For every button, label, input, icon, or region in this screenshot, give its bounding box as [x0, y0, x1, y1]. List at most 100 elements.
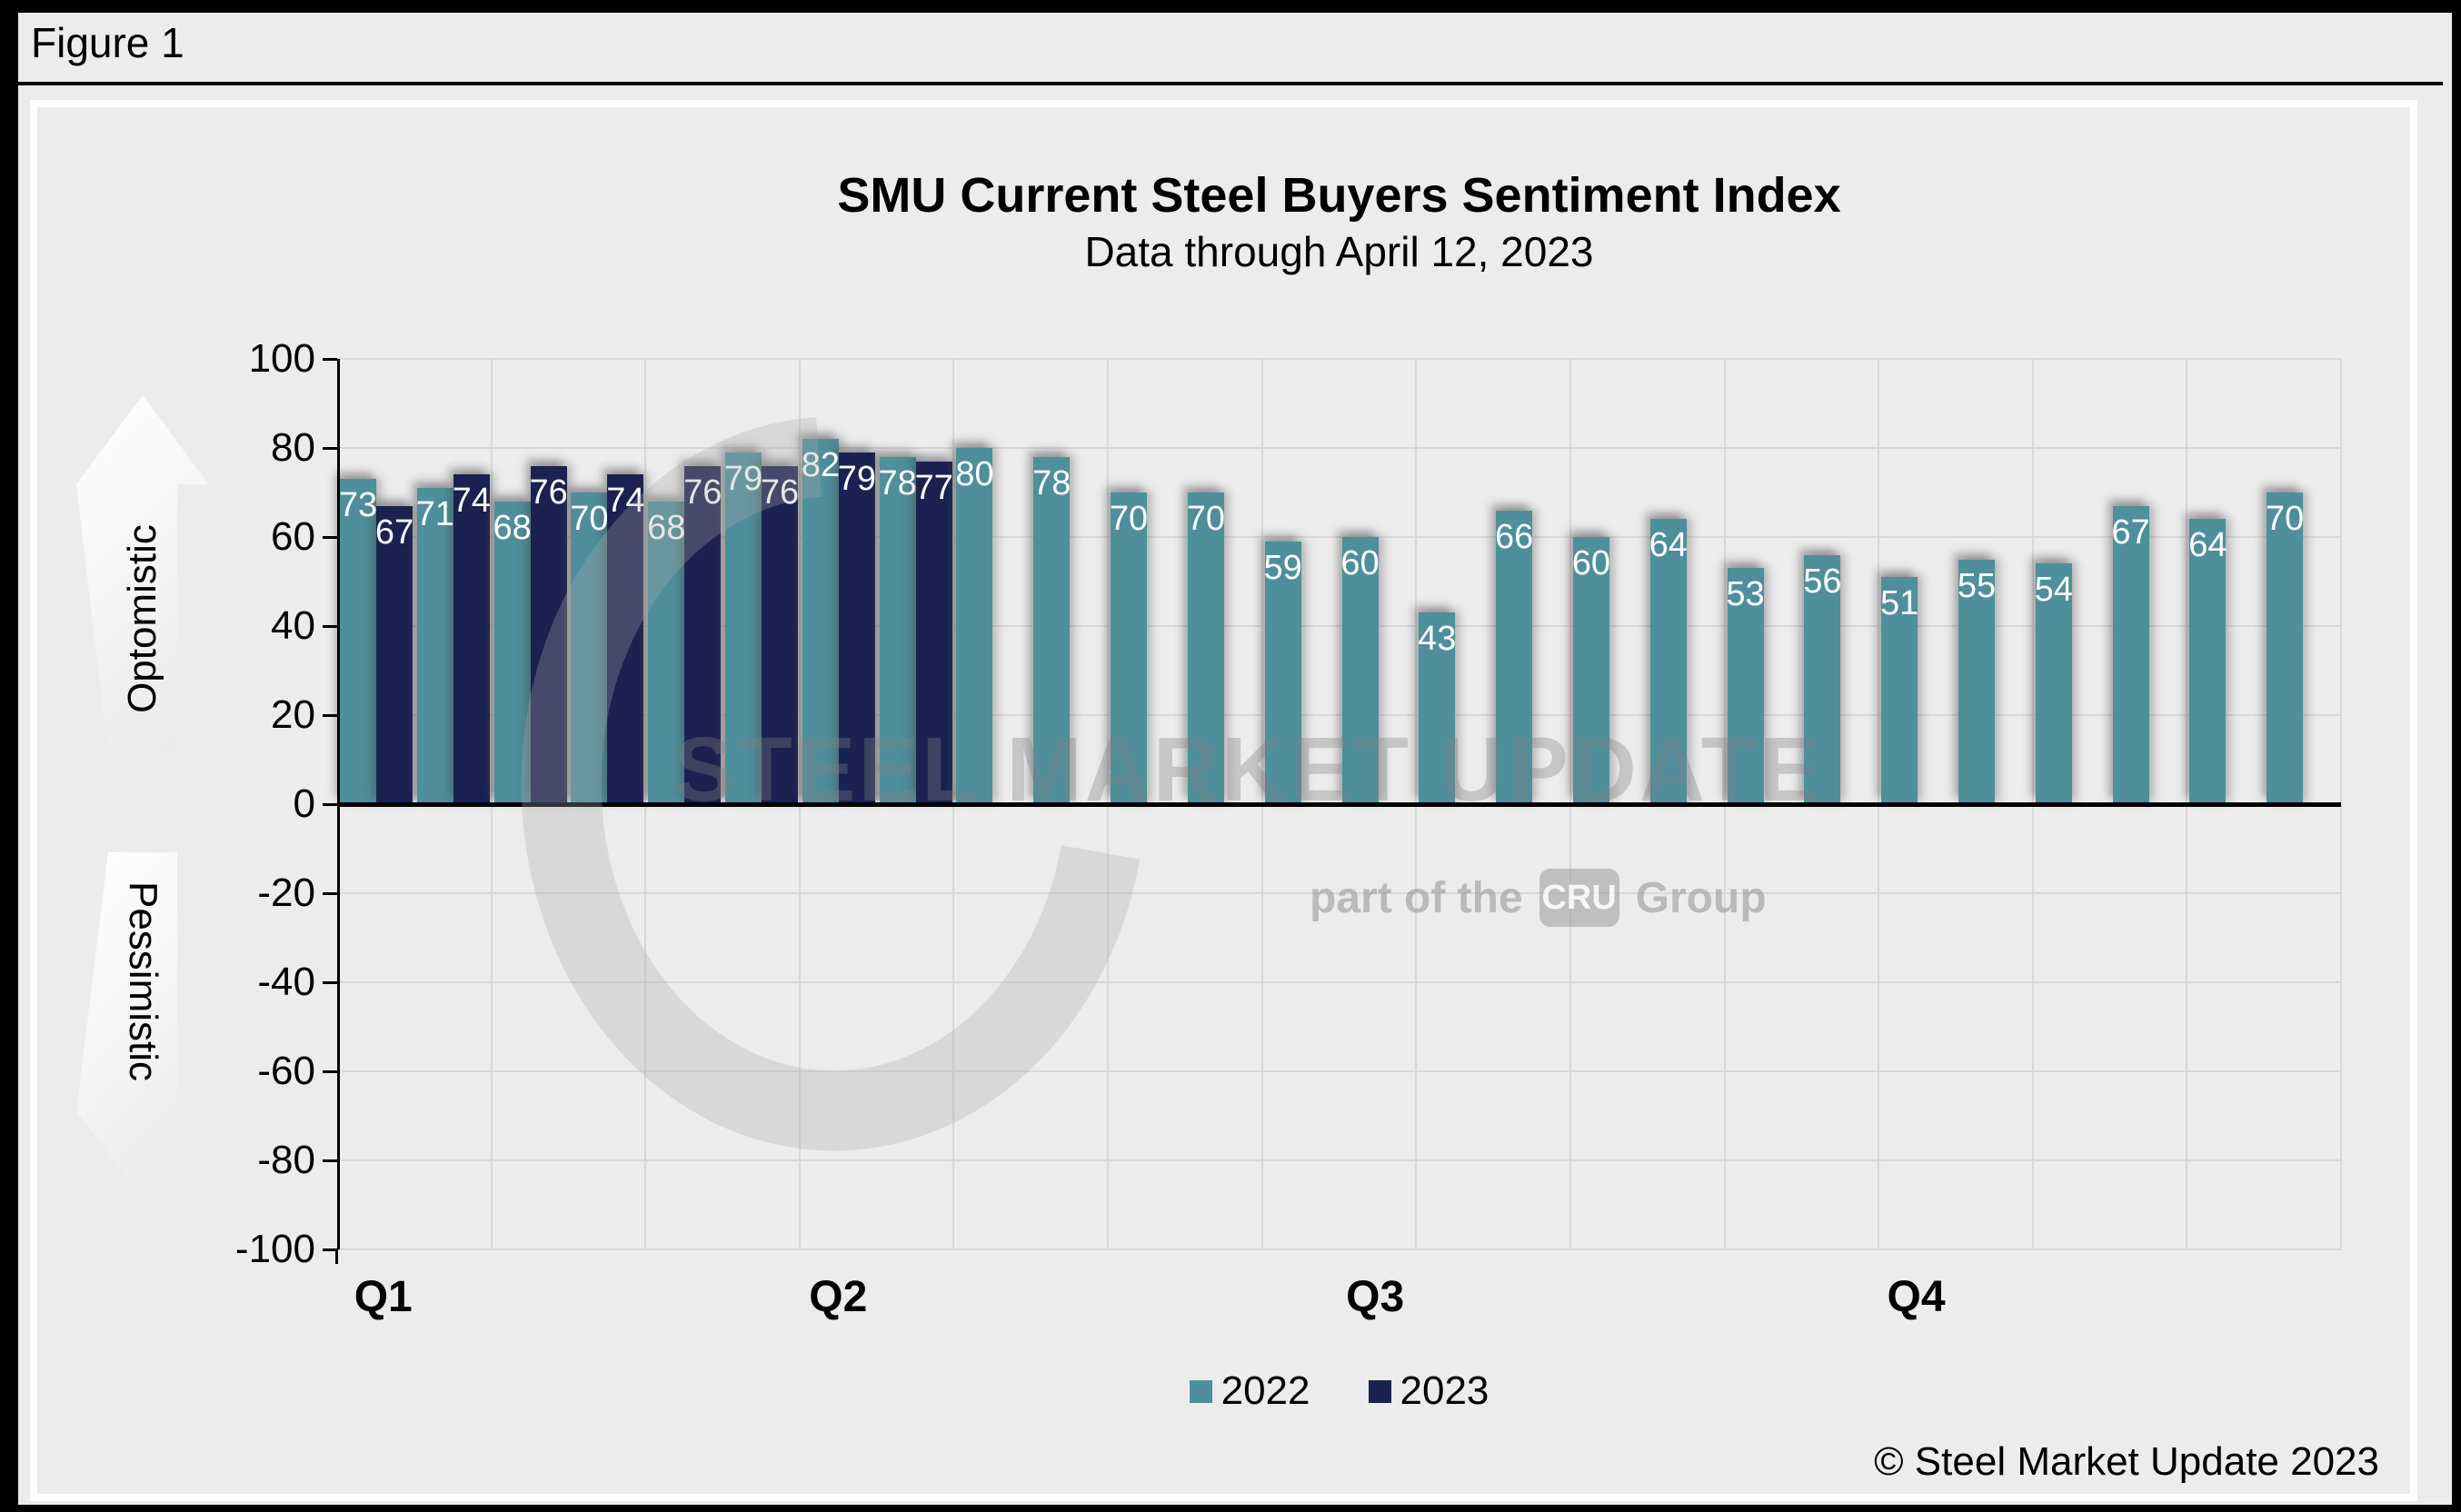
bar-2022	[1804, 554, 1841, 804]
chart-subtitle: Data through April 12, 2023	[1084, 228, 1594, 275]
bar-value-label: 56	[1803, 562, 1842, 601]
bar-value-label: 43	[1418, 620, 1457, 659]
h-gridline	[337, 892, 2341, 894]
chart-container: SMU Current Steel Buyers Sentiment Index…	[30, 100, 2417, 1501]
h-gridline	[337, 1159, 2341, 1161]
bar-2022	[725, 452, 762, 804]
bar-2023	[530, 465, 567, 804]
bar-2023	[376, 505, 413, 804]
bar-2023	[762, 465, 799, 804]
bar-value-label: 64	[2188, 526, 2227, 565]
header-divider	[18, 82, 2443, 85]
bar-2022	[1033, 456, 1071, 804]
y-axis-tick	[323, 892, 337, 895]
bar-2023	[607, 474, 644, 804]
h-gridline	[337, 536, 2341, 538]
bar-value-label: 54	[2034, 571, 2073, 610]
bar-2022	[1496, 510, 1533, 804]
v-gridline	[2340, 359, 2342, 1249]
figure-label: Figure 1	[31, 19, 184, 66]
y-axis-tick-label: 80	[271, 425, 315, 470]
bar-2022	[1187, 492, 1224, 804]
bar-value-label: 60	[1340, 544, 1380, 582]
quarter-label-q3: Q3	[1346, 1273, 1405, 1321]
h-gridline	[337, 1070, 2341, 1072]
bar-2022	[2189, 519, 2227, 804]
y-axis-tick-label: -80	[257, 1138, 315, 1182]
legend-label: 2022	[1221, 1368, 1310, 1413]
y-axis-tick-label: -100	[234, 1227, 315, 1271]
y-axis-tick-label: -40	[257, 960, 315, 1004]
bar-value-label: 78	[878, 463, 917, 502]
quarter-label-q1: Q1	[354, 1273, 413, 1321]
x-axis-end-tick	[335, 1249, 338, 1264]
bar-2022	[2112, 505, 2149, 804]
bar-2023	[684, 465, 722, 804]
legend: 2022 2023	[337, 1368, 2341, 1414]
quarter-label-q2: Q2	[809, 1273, 868, 1321]
zero-axis-line	[337, 802, 2341, 807]
bar-2022	[1727, 568, 1764, 804]
bar-value-label: 71	[415, 495, 454, 534]
h-gridline	[337, 981, 2341, 983]
legend-label: 2023	[1400, 1368, 1490, 1413]
bar-value-label: 76	[683, 472, 722, 512]
y-axis-tick	[323, 1159, 337, 1162]
y-axis-tick	[323, 981, 337, 984]
bar-2022	[493, 501, 531, 804]
y-axis-tick-label: -60	[257, 1049, 315, 1093]
bar-value-label: 79	[723, 459, 763, 498]
bar-2022	[956, 448, 993, 804]
bar-2022	[1419, 612, 1456, 804]
h-gridline	[337, 447, 2341, 449]
bar-value-label: 51	[1880, 584, 1919, 623]
bar-2022	[1264, 541, 1301, 804]
bar-value-label: 79	[837, 459, 876, 498]
copyright-text: © Steel Market Update 2023	[1874, 1439, 2379, 1484]
bar-2022	[416, 488, 453, 804]
bar-2022	[1958, 559, 1995, 804]
y-axis-tick-label: 100	[248, 336, 315, 381]
plot-area: 73 67 71 74 68 76 70 74 68 76 79 76 82 79 78 77 80 78 70 70…	[323, 358, 2342, 1264]
bar-value-label: 82	[801, 446, 840, 485]
pessimistic-label: Pessimistic	[121, 880, 165, 1082]
bar-value-label: 53	[1726, 575, 1765, 614]
bar-2022	[571, 492, 608, 804]
y-axis-tick	[323, 803, 337, 806]
legend-swatch-2023	[1368, 1379, 1391, 1403]
y-axis-tick	[323, 1248, 337, 1251]
bar-value-label: 80	[955, 455, 994, 493]
bar-2022	[1881, 577, 1918, 804]
legend-swatch-2022	[1189, 1379, 1212, 1403]
bar-2022	[1572, 537, 1609, 804]
y-axis-line	[337, 359, 340, 1249]
y-axis-tick-label: 20	[271, 692, 315, 737]
bar-2022	[879, 456, 916, 804]
bar-2022	[1111, 492, 1148, 804]
bar-2022	[648, 501, 685, 804]
bar-value-label: 70	[570, 500, 609, 538]
h-gridline	[337, 1248, 2341, 1250]
y-axis-tick	[323, 714, 337, 717]
bar-2022	[2267, 492, 2304, 804]
bar-value-label: 76	[529, 472, 568, 512]
bar-value-label: 77	[914, 468, 953, 507]
y-axis-tick	[323, 536, 337, 539]
bar-2023	[453, 474, 490, 804]
h-gridline	[337, 358, 2341, 360]
bar-2022	[1341, 537, 1379, 804]
bar-2022	[1649, 519, 1687, 804]
bar-value-label: 73	[338, 486, 378, 525]
legend-item-2023: 2023	[1368, 1368, 1490, 1414]
bar-value-label: 70	[1186, 500, 1226, 538]
bar-value-label: 67	[374, 512, 414, 552]
legend-item-2022: 2022	[1189, 1368, 1310, 1414]
bar-value-label: 78	[1032, 463, 1071, 502]
bar-value-label: 74	[606, 482, 645, 521]
bar-value-label: 76	[760, 472, 800, 512]
chart-title: SMU Current Steel Buyers Sentiment Index	[837, 168, 1841, 223]
y-axis-tick	[323, 625, 337, 628]
page-background: Figure 1 SMU Current Steel Buyers Sentim…	[18, 13, 2452, 1505]
bar-2022	[802, 439, 839, 804]
y-axis-tick-label: 40	[271, 603, 315, 648]
